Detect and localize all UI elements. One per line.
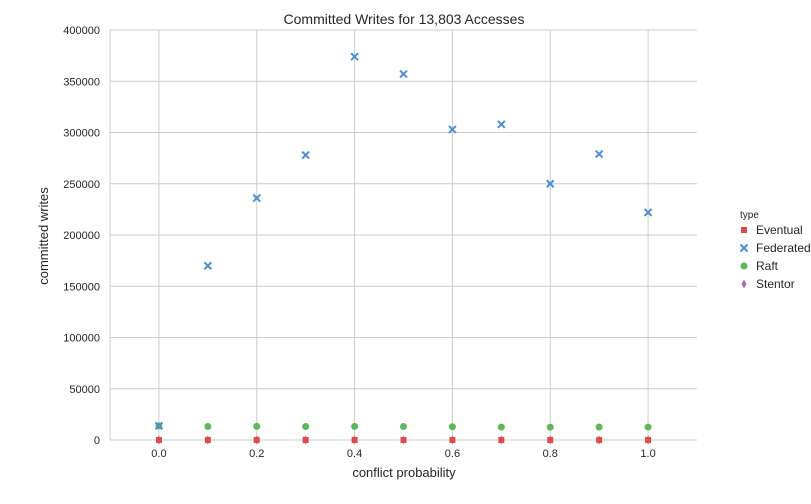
raft-point — [302, 422, 310, 430]
chart-title: Committed Writes for 13,803 Accesses — [284, 11, 525, 27]
raft-point — [253, 422, 261, 430]
federated-point — [594, 149, 604, 159]
y-tick-label: 100000 — [63, 333, 100, 345]
x-tick-label: 0.2 — [249, 448, 264, 460]
raft-point — [204, 422, 212, 430]
legend-label: Eventual — [756, 223, 803, 237]
legend-marker-federated — [739, 243, 749, 253]
federated-point — [301, 150, 310, 160]
legend: type Eventual Federated Raft Stentor — [739, 210, 811, 291]
eventual-point — [351, 437, 358, 443]
x-axis-label: conflict probability — [352, 465, 456, 480]
legend-label: Stentor — [756, 277, 795, 291]
y-tick-label: 150000 — [63, 281, 100, 293]
legend-marker-stentor — [741, 279, 747, 289]
legend-item-federated: Federated — [739, 241, 811, 255]
eventual-point — [204, 437, 211, 443]
federated-point — [399, 69, 408, 79]
grid — [110, 29, 697, 440]
y-tick-label: 0 — [94, 435, 100, 447]
eventual-point — [302, 437, 309, 443]
raft-point — [400, 422, 407, 430]
raft-point — [448, 423, 456, 431]
legend-item-eventual: Eventual — [741, 223, 803, 237]
eventual-point — [498, 437, 505, 443]
legend-item-raft: Raft — [740, 259, 779, 273]
eventual-point — [645, 437, 652, 443]
x-tick-labels: 0.0 0.2 0.4 0.6 0.8 1.0 — [151, 448, 655, 460]
y-tick-label: 250000 — [63, 179, 100, 191]
eventual-point — [596, 437, 603, 443]
federated-point — [497, 120, 506, 129]
y-tick-labels: 0 50000 100000 150000 200000 250000 300000 3500… — [63, 25, 100, 447]
federated-point — [448, 125, 457, 134]
eventual-point — [547, 437, 554, 443]
y-tick-label: 350000 — [63, 76, 100, 88]
series-eventual — [155, 437, 652, 443]
legend-marker-raft — [740, 262, 748, 270]
x-tick-label: 0.8 — [543, 448, 558, 460]
federated-point — [546, 179, 555, 188]
federated-point — [154, 421, 164, 431]
eventual-point — [449, 437, 456, 443]
x-tick-label: 1.0 — [640, 448, 655, 460]
raft-point — [644, 423, 652, 431]
federated-point — [643, 208, 653, 217]
y-tick-label: 200000 — [63, 230, 100, 242]
eventual-point — [400, 437, 407, 443]
raft-point — [595, 423, 603, 431]
raft-point — [497, 423, 505, 431]
legend-label: Federated — [756, 241, 811, 255]
federated-point — [252, 193, 261, 203]
federated-point — [203, 261, 213, 270]
raft-point — [351, 422, 359, 430]
x-tick-label: 0.0 — [151, 448, 166, 460]
series-federated — [154, 52, 653, 431]
y-tick-label: 400000 — [63, 25, 100, 37]
legend-item-stentor: Stentor — [741, 277, 795, 291]
x-tick-label: 0.4 — [347, 448, 362, 460]
legend-marker-eventual — [741, 227, 747, 233]
data-points — [154, 52, 653, 445]
raft-point — [546, 423, 554, 431]
federated-point — [350, 52, 359, 61]
y-tick-label: 50000 — [69, 384, 100, 396]
legend-title: type — [740, 210, 759, 221]
y-tick-label: 300000 — [63, 128, 100, 140]
x-tick-label: 0.6 — [445, 448, 460, 460]
eventual-point — [253, 437, 260, 443]
eventual-point — [155, 437, 162, 443]
series-raft — [155, 422, 652, 431]
legend-label: Raft — [756, 259, 779, 273]
y-axis-label: committed writes — [36, 187, 51, 285]
